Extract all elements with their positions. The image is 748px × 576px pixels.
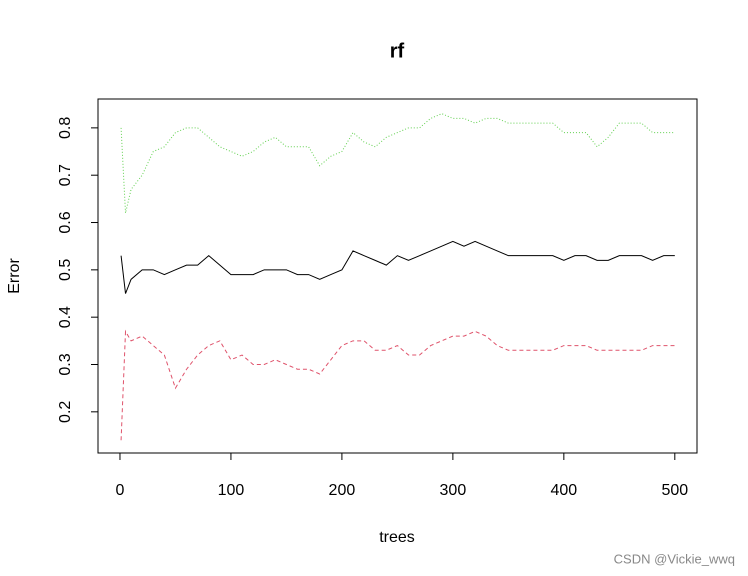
y-tick-label: 0.2 — [57, 401, 74, 423]
series-line — [120, 329, 675, 441]
x-tick-label: 0 — [116, 482, 125, 499]
x-tick-label: 100 — [218, 482, 245, 499]
x-axis-label: trees — [379, 529, 415, 546]
x-tick-label: 400 — [550, 482, 577, 499]
y-tick-label: 0.6 — [57, 211, 74, 233]
y-tick-label: 0.8 — [57, 117, 74, 139]
y-tick-label: 0.5 — [57, 259, 74, 281]
y-tick-label: 0.3 — [57, 353, 74, 375]
y-axis-label: Error — [6, 258, 23, 294]
watermark: CSDN @Vickie_wwq — [614, 551, 735, 566]
plot-box — [97, 98, 698, 454]
x-tick-label: 300 — [440, 482, 467, 499]
chart-title: rf — [390, 40, 405, 62]
series-line — [120, 113, 675, 214]
series-line — [120, 240, 675, 294]
y-tick-label: 0.7 — [57, 164, 74, 186]
y-tick-label: 0.4 — [57, 306, 74, 328]
x-tick-label: 200 — [329, 482, 356, 499]
x-tick-label: 500 — [661, 482, 688, 499]
